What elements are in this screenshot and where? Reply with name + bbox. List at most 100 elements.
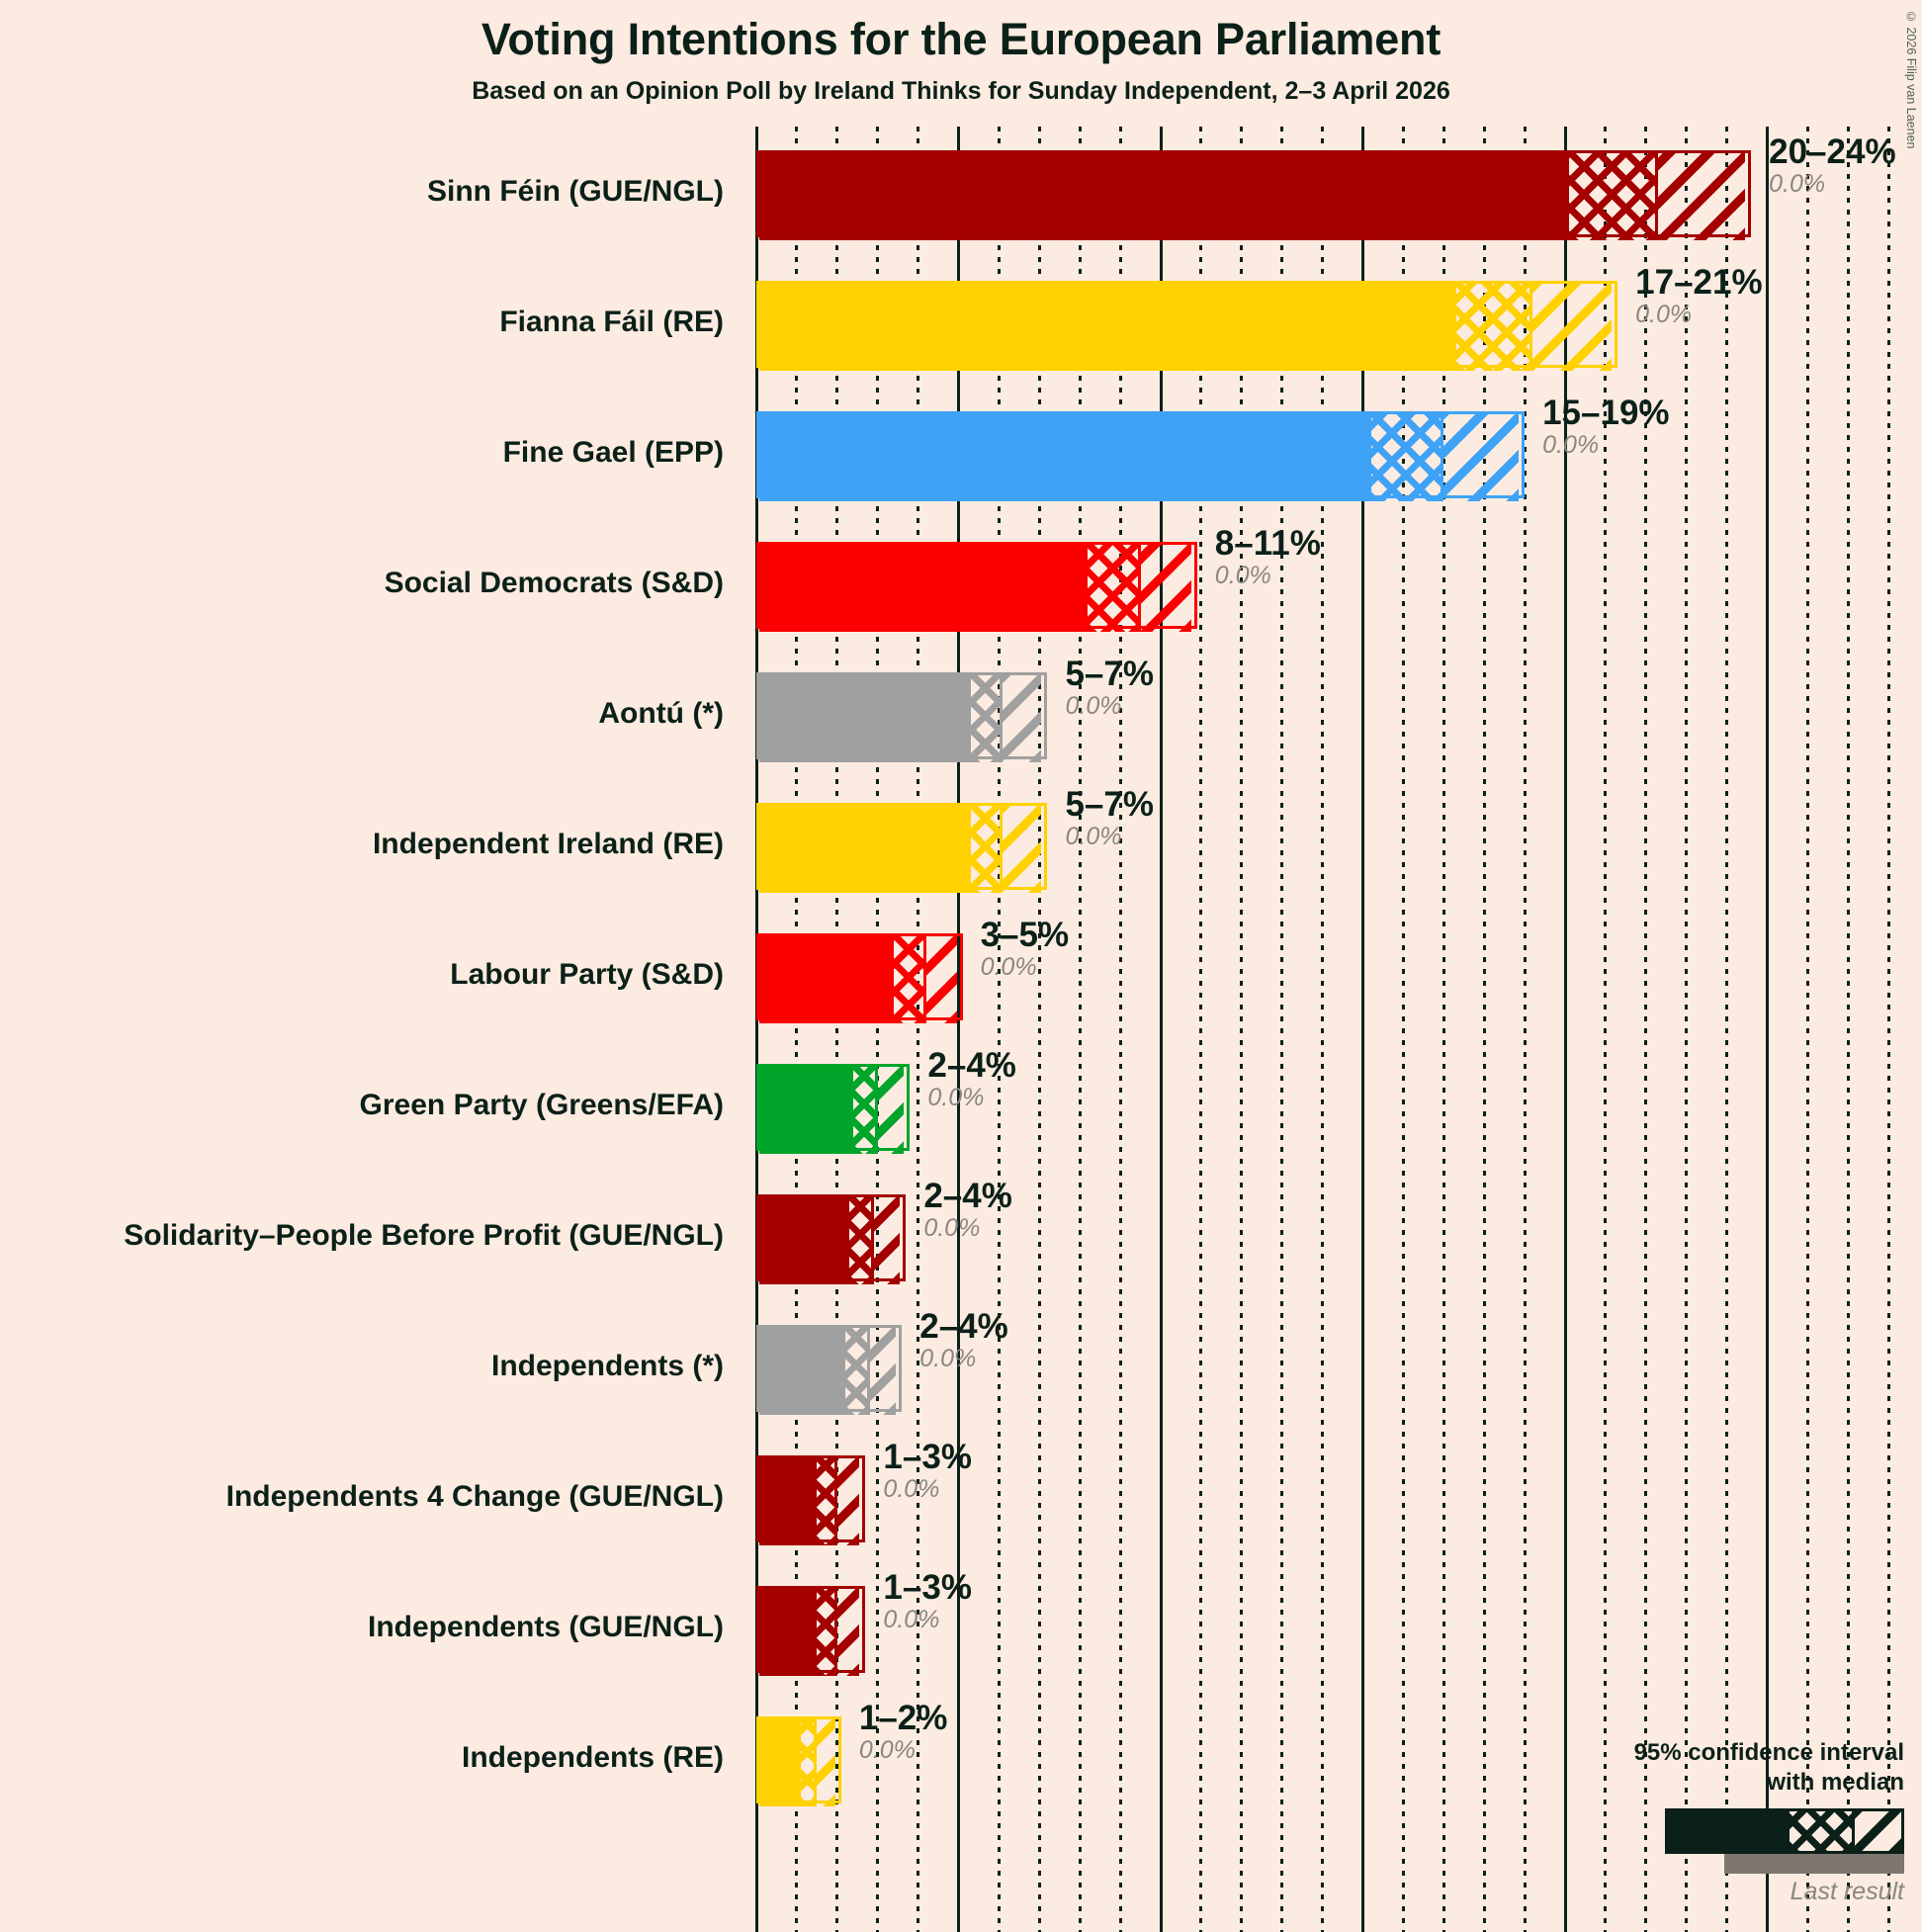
bar-segment-solid <box>759 1197 850 1284</box>
bar-row: Fianna Fáil (RE) 17–21% 0.0% <box>0 257 1922 388</box>
value-block: 8–11% 0.0% <box>1215 525 1321 589</box>
party-label: Fine Gael (EPP) <box>502 436 724 469</box>
value-block: 1–2% 0.0% <box>858 1699 948 1764</box>
bar-segment-crosshatch <box>800 1719 818 1806</box>
bar-row: Independents (*) 2–4% 0.0% <box>0 1301 1922 1432</box>
value-block: 2–4% 0.0% <box>919 1308 1008 1372</box>
bar-segment-diagonal <box>1003 806 1042 893</box>
bar-segment-solid <box>759 153 1570 240</box>
confidence-interval-bar <box>756 150 1752 240</box>
last-result-value: 0.0% <box>919 1344 977 1372</box>
last-result-value: 0.0% <box>883 1474 940 1503</box>
party-label: Aontú (*) <box>598 697 724 730</box>
bar-segment-solid <box>759 675 971 762</box>
bar-segment-solid <box>759 1328 845 1415</box>
bar <box>756 672 1048 762</box>
value-range-label: 15–19% <box>1542 394 1670 432</box>
bar-segment-crosshatch <box>1088 545 1141 632</box>
value-range-label: 20–24% <box>1769 132 1896 171</box>
value-block: 1–3% 0.0% <box>883 1438 972 1503</box>
value-range-label: 5–7% <box>1065 655 1154 693</box>
chart-subtitle: Based on an Opinion Poll by Ireland Thin… <box>472 77 1450 105</box>
party-label: Social Democrats (S&D) <box>384 567 724 599</box>
value-block: 2–4% 0.0% <box>927 1046 1016 1111</box>
bar-segment-diagonal <box>1003 675 1042 762</box>
bar-segment-diagonal <box>873 1197 901 1284</box>
value-block: 5–7% 0.0% <box>1065 785 1154 850</box>
legend-interval-bar <box>1665 1808 1904 1854</box>
party-label: Independents (RE) <box>461 1741 724 1774</box>
bar-row: Solidarity–People Before Profit (GUE/NGL… <box>0 1171 1922 1301</box>
confidence-interval-bar <box>756 411 1526 501</box>
bar-segment-solid <box>759 1067 854 1154</box>
bar-segment-diagonal <box>817 1719 835 1806</box>
value-block: 5–7% 0.0% <box>1065 655 1154 720</box>
legend-caption-line-2: with median <box>1767 1768 1904 1796</box>
confidence-interval-bar <box>756 1194 907 1284</box>
value-range-label: 1–3% <box>883 1568 972 1607</box>
value-range-label: 2–4% <box>923 1177 1012 1215</box>
bar <box>756 1586 866 1676</box>
confidence-interval-bar <box>756 933 963 1023</box>
bar-segment-crosshatch <box>894 936 926 1023</box>
legend-caption: 95% confidence interval with median <box>1578 1738 1904 1797</box>
party-label: Independent Ireland (RE) <box>372 828 724 860</box>
bar-row: Green Party (Greens/EFA) 2–4% 0.0% <box>0 1040 1922 1171</box>
bar <box>756 150 1752 240</box>
value-block: 17–21% 0.0% <box>1635 263 1763 328</box>
last-result-value: 0.0% <box>927 1083 985 1111</box>
confidence-interval-bar <box>756 1716 841 1806</box>
value-block: 3–5% 0.0% <box>980 916 1070 981</box>
last-result-value: 0.0% <box>858 1735 916 1764</box>
bar-segment-crosshatch <box>1370 414 1444 501</box>
confidence-interval-bar <box>756 803 1048 893</box>
value-block: 15–19% 0.0% <box>1542 395 1669 459</box>
bar-segment-solid <box>759 545 1089 632</box>
value-range-label: 3–5% <box>980 916 1070 954</box>
bar-segment-diagonal <box>1443 414 1520 501</box>
bar-segment-crosshatch <box>853 1067 878 1154</box>
bar-segment-crosshatch <box>970 675 1004 762</box>
bar-segment-crosshatch <box>1455 284 1533 371</box>
bar <box>756 803 1048 893</box>
value-block: 20–24% 0.0% <box>1769 132 1896 198</box>
last-result-value: 0.0% <box>980 952 1037 981</box>
legend-caption-line-1: 95% confidence interval <box>1633 1739 1904 1767</box>
value-range-label: 17–21% <box>1635 263 1763 302</box>
confidence-interval-bar <box>756 542 1197 632</box>
bar <box>756 542 1197 632</box>
bar <box>756 281 1618 371</box>
chart-legend: 95% confidence interval with median Last… <box>1578 1738 1904 1906</box>
bar-segment-solid <box>759 806 971 893</box>
bar-segment-solid <box>759 414 1371 501</box>
party-label: Labour Party (S&D) <box>450 958 724 991</box>
bar-segment-diagonal <box>1140 545 1191 632</box>
value-range-label: 1–3% <box>883 1438 972 1476</box>
legend-segment-solid <box>1668 1811 1790 1851</box>
last-result-value: 0.0% <box>1065 822 1122 850</box>
value-range-label: 5–7% <box>1065 785 1154 824</box>
bar-row: Fine Gael (EPP) 15–19% 0.0% <box>0 388 1922 518</box>
value-range-label: 2–4% <box>927 1046 1016 1085</box>
bar-segment-diagonal <box>1658 153 1746 240</box>
bar <box>756 1064 911 1154</box>
bar-segment-crosshatch <box>817 1458 837 1545</box>
bar-segment-solid <box>759 936 895 1023</box>
last-result-value: 0.0% <box>1542 430 1600 459</box>
last-result-value: 0.0% <box>1065 691 1122 720</box>
legend-segment-crosshatch <box>1789 1811 1855 1851</box>
bar-segment-diagonal <box>925 936 957 1023</box>
bar-segment-solid <box>759 1458 818 1545</box>
confidence-interval-bar <box>756 1325 903 1415</box>
legend-segment-diagonal <box>1854 1811 1901 1851</box>
value-block: 2–4% 0.0% <box>923 1177 1012 1242</box>
bar <box>756 933 963 1023</box>
bar-segment-crosshatch <box>1569 153 1659 240</box>
legend-last-result-label: Last result <box>1790 1878 1904 1905</box>
bar <box>756 1325 903 1415</box>
bar-segment-crosshatch <box>849 1197 874 1284</box>
bar-segment-crosshatch <box>844 1328 870 1415</box>
confidence-interval-bar <box>756 672 1048 762</box>
value-range-label: 1–2% <box>858 1699 948 1737</box>
bar-row: Independent Ireland (RE) 5–7% 0.0% <box>0 779 1922 910</box>
